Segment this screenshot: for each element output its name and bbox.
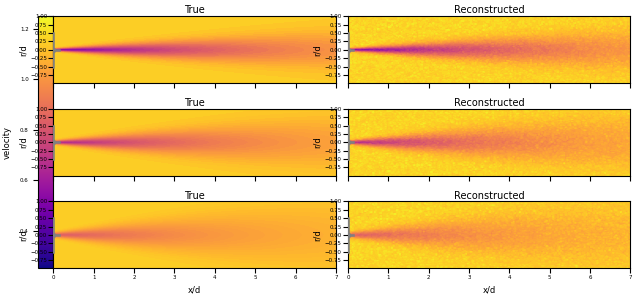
Y-axis label: r/d: r/d — [313, 44, 322, 56]
Y-axis label: r/d: r/d — [19, 137, 28, 148]
Title: True: True — [184, 5, 205, 15]
X-axis label: x/d: x/d — [188, 285, 202, 294]
Title: Reconstructed: Reconstructed — [454, 98, 524, 108]
Title: Reconstructed: Reconstructed — [454, 191, 524, 201]
Title: Reconstructed: Reconstructed — [454, 5, 524, 15]
Y-axis label: velocity: velocity — [3, 126, 12, 159]
Y-axis label: r/d: r/d — [313, 229, 322, 241]
Y-axis label: r/d: r/d — [19, 229, 28, 241]
Title: True: True — [184, 98, 205, 108]
Y-axis label: r/d: r/d — [19, 44, 28, 56]
Title: True: True — [184, 191, 205, 201]
X-axis label: x/d: x/d — [483, 285, 496, 294]
Y-axis label: r/d: r/d — [313, 137, 322, 148]
